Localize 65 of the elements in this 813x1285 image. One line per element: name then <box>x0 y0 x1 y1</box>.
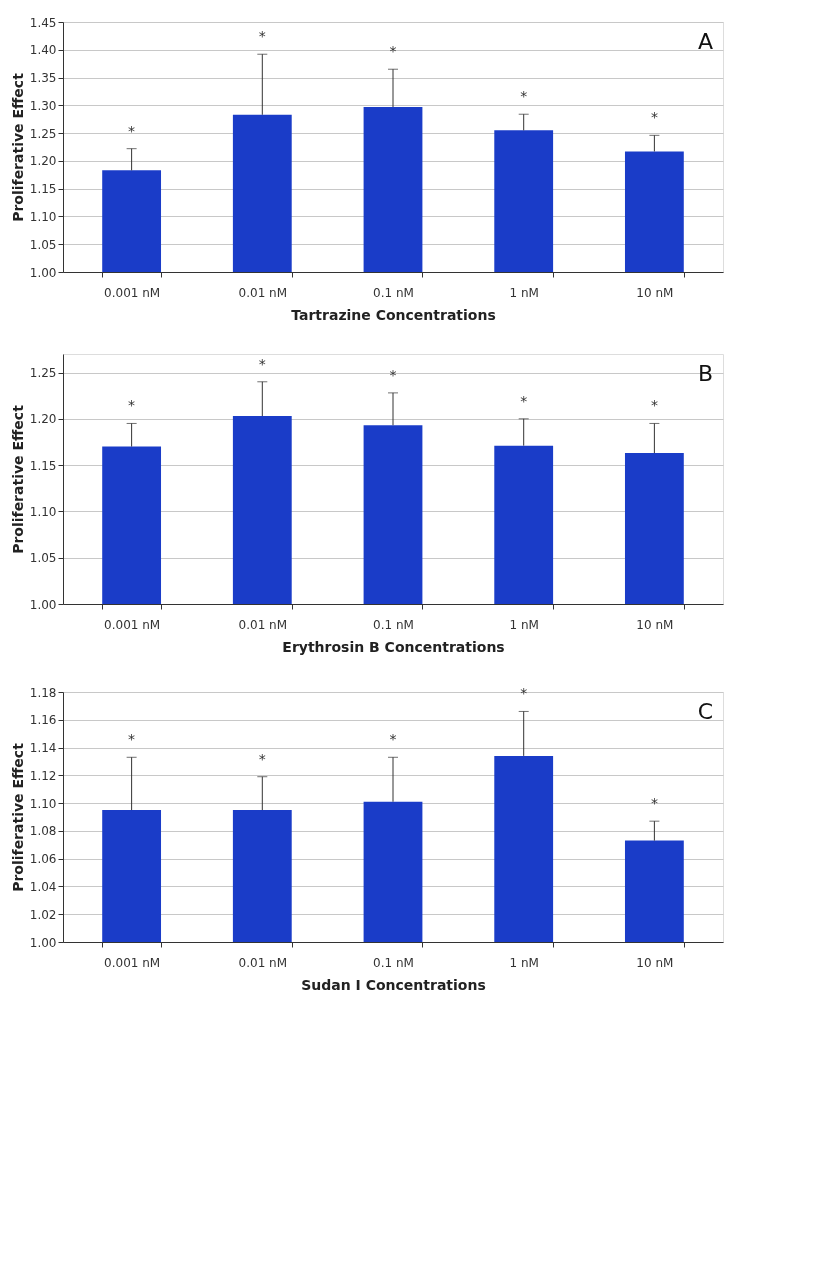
y-axis-title: Proliferative Effect <box>9 742 26 892</box>
x-tick-label: 10 nM <box>636 285 674 300</box>
y-tick-label: 1.40 <box>29 43 57 58</box>
y-tick-label: 1.25 <box>29 366 57 381</box>
y-tick-label: 1.14 <box>29 741 57 756</box>
y-tick-label: 1.35 <box>29 71 57 86</box>
annotation: * <box>128 122 136 139</box>
x-axis-title: Erythrosin B Concentrations <box>282 638 505 655</box>
x-tick-label: 0.001 nM <box>104 285 161 300</box>
annotation: B <box>697 361 713 386</box>
y-tick-label: 1.06 <box>29 852 57 867</box>
y-tick-label: 1.00 <box>29 597 57 612</box>
x-tick-label: 10 nM <box>636 617 674 632</box>
x-tick-label: 0.001 nM <box>104 617 161 632</box>
y-tick-label: 1.04 <box>29 879 57 894</box>
y-tick-label: 1.10 <box>29 209 57 224</box>
x-axis-title: Sudan I Concentrations <box>301 976 486 993</box>
x-tick-label: 0.001 nM <box>104 955 161 970</box>
x-tick-label: 1 nM <box>509 955 539 970</box>
x-tick-label: 1 nM <box>509 285 539 300</box>
y-tick-label: 1.20 <box>29 154 57 169</box>
x-tick-label: 0.01 nM <box>238 617 288 632</box>
y-tick-label: 1.45 <box>29 15 57 30</box>
annotation: * <box>520 392 528 409</box>
y-tick-label: 1.18 <box>29 685 57 700</box>
y-axis-title: Proliferative Effect <box>9 404 26 554</box>
annotation: * <box>128 731 136 748</box>
y-tick-label: 1.16 <box>29 713 57 728</box>
y-tick-label: 1.05 <box>29 237 57 252</box>
y-axis-title: Proliferative Effect <box>9 72 26 222</box>
annotation: * <box>258 355 266 372</box>
y-tick-label: 1.08 <box>29 824 57 839</box>
x-tick-label: 0.1 nM <box>373 955 414 970</box>
y-tick-label: 1.15 <box>29 458 57 473</box>
x-tick-label: 0.1 nM <box>373 617 414 632</box>
annotation: * <box>258 28 266 45</box>
annotation: A <box>697 29 713 54</box>
y-tick-label: 1.10 <box>29 796 57 811</box>
x-axis-title: Tartrazine Concentrations <box>291 306 496 323</box>
y-tick-label: 1.05 <box>29 551 57 566</box>
y-tick-label: 1.20 <box>29 412 57 427</box>
annotation: * <box>520 88 528 105</box>
x-tick-label: 0.1 nM <box>373 285 414 300</box>
annotation: * <box>650 109 658 126</box>
x-tick-label: 0.01 nM <box>238 285 288 300</box>
y-tick-label: 1.15 <box>29 182 57 197</box>
annotation: * <box>650 795 658 812</box>
annotation: * <box>258 750 266 767</box>
y-tick-label: 1.25 <box>29 126 57 141</box>
y-tick-label: 1.02 <box>29 907 57 922</box>
annotation: * <box>128 397 136 414</box>
x-tick-label: 1 nM <box>509 617 539 632</box>
x-tick-label: 0.01 nM <box>238 955 288 970</box>
y-tick-label: 1.00 <box>29 265 57 280</box>
annotation: * <box>650 397 658 414</box>
annotation: * <box>520 685 528 702</box>
annotation: C <box>697 699 713 724</box>
x-tick-label: 10 nM <box>636 955 674 970</box>
annotation: * <box>389 366 397 383</box>
y-tick-label: 1.12 <box>29 768 57 783</box>
y-tick-label: 1.10 <box>29 504 57 519</box>
annotation: * <box>389 731 397 748</box>
annotation: * <box>389 43 397 60</box>
y-tick-label: 1.30 <box>29 98 57 113</box>
y-tick-label: 1.00 <box>29 935 57 950</box>
